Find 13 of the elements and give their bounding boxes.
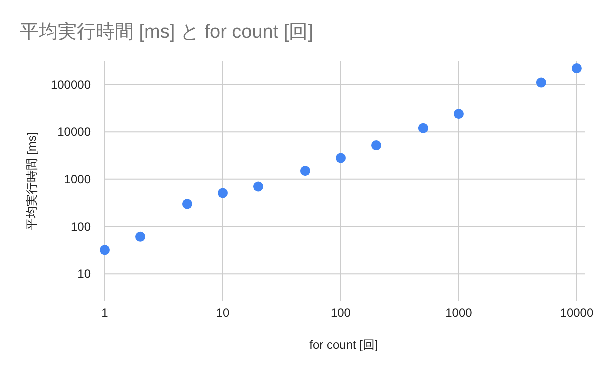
x-tick-label: 1000 [446, 306, 473, 320]
y-axis-title: 平均実行時間 [ms] [25, 132, 39, 230]
x-tick-label: 10 [216, 306, 230, 320]
y-tick-label: 100 [70, 220, 92, 234]
x-tick-label: 10000 [560, 306, 594, 320]
y-tick-label: 10 [78, 267, 92, 282]
y-tick-label: 10000 [58, 125, 92, 140]
x-axis-title: for count [回] [310, 338, 378, 352]
y-tick-label: 100000 [50, 78, 92, 92]
x-tick-label: 1 [102, 306, 109, 320]
y-tick-label: 1000 [64, 172, 92, 186]
x-tick-label: 100 [330, 306, 352, 320]
chart-title: 平均実行時間 [ms] と for count [回] [20, 21, 314, 43]
